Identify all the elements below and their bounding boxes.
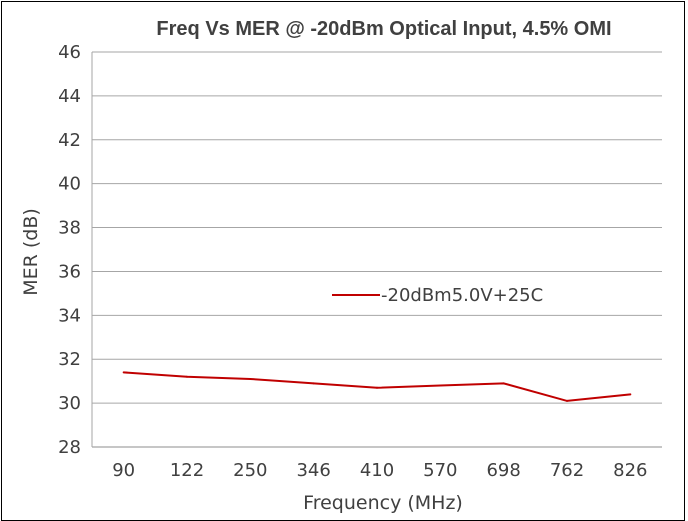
series-line xyxy=(123,371,631,402)
legend: -20dBm5.0V+25C xyxy=(332,285,543,306)
x-tick-label: 410 xyxy=(360,460,394,481)
data-point xyxy=(439,384,442,387)
x-tick-label: 346 xyxy=(296,460,330,481)
data-point xyxy=(186,375,188,378)
x-tick-label: 570 xyxy=(423,460,457,481)
x-tick-label: 90 xyxy=(112,460,135,481)
y-tick-label: 38 xyxy=(58,218,81,239)
data-point xyxy=(502,382,505,385)
data-point xyxy=(312,382,315,385)
y-axis-label: MER (dB) xyxy=(20,208,42,296)
y-tick-label: 28 xyxy=(58,437,81,458)
x-tick-label: 762 xyxy=(550,460,584,481)
y-tick-label: 46 xyxy=(58,42,81,63)
data-point xyxy=(122,371,125,374)
series-lines xyxy=(122,371,632,402)
x-axis-label: Frequency (MHz) xyxy=(303,492,463,514)
y-tick-label: 30 xyxy=(58,393,81,414)
x-tick-label: 122 xyxy=(170,460,204,481)
legend-label: -20dBm5.0V+25C xyxy=(381,285,543,306)
data-point xyxy=(629,393,632,396)
data-point xyxy=(566,399,568,402)
x-tick-label: 250 xyxy=(233,460,267,481)
y-tick-labels: 28 30 32 34 36 38 40 42 44 46 xyxy=(58,42,81,458)
y-tick-label: 32 xyxy=(58,349,81,370)
y-tick-label: 42 xyxy=(58,130,81,151)
x-tick-label: 698 xyxy=(486,460,520,481)
data-point xyxy=(376,386,378,389)
data-point xyxy=(249,377,252,380)
y-tick-label: 34 xyxy=(58,305,81,326)
x-tick-label: 826 xyxy=(613,460,647,481)
x-tick-labels: 90 122 250 346 410 570 698 762 826 xyxy=(112,460,647,481)
y-tick-label: 44 xyxy=(58,86,81,107)
chart-title: Freq Vs MER @ -20dBm Optical Input, 4.5%… xyxy=(156,18,611,40)
y-tick-label: 36 xyxy=(58,261,81,282)
gridlines xyxy=(91,51,662,448)
y-tick-label: 40 xyxy=(58,174,81,195)
